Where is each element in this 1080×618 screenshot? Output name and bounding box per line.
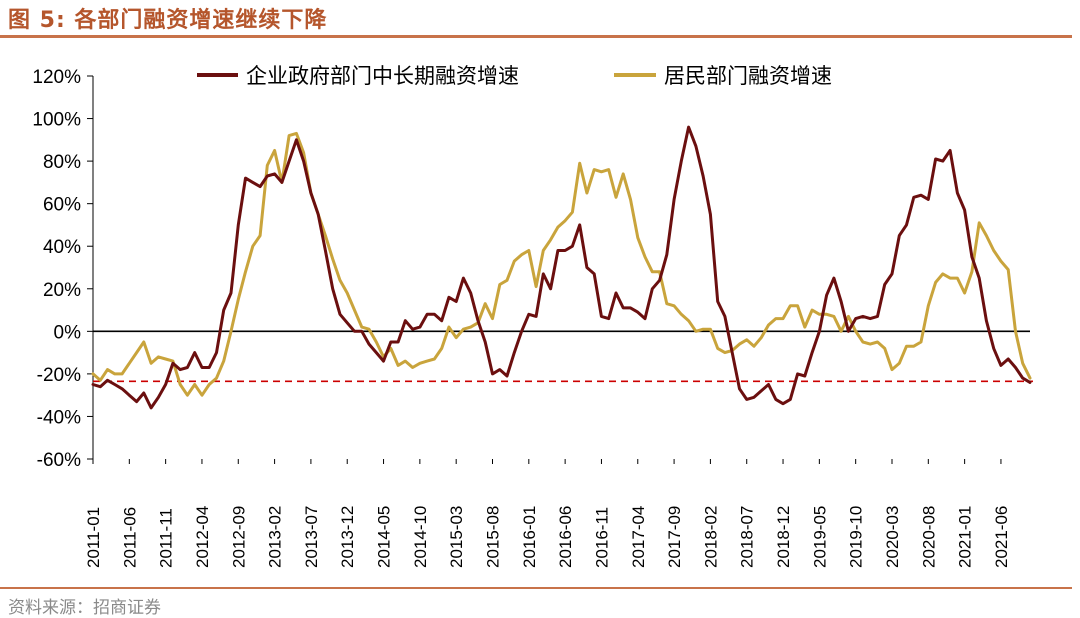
x-tick-label: 2020-03: [883, 506, 902, 568]
x-tick-label: 2016-06: [556, 506, 575, 568]
x-tick-label: 2014-05: [375, 506, 394, 568]
x-tick-label: 2021-01: [956, 506, 975, 568]
x-tick-label: 2015-08: [483, 506, 502, 568]
y-tick-label: -60%: [37, 450, 81, 471]
x-tick-label: 2011-11: [157, 508, 176, 568]
y-axis: -60% -40% -20% 0% 20% 40% 60% 80% 100% 120%: [32, 67, 94, 471]
series-line-corporate: [91, 125, 1032, 410]
x-tick-label: 2018-07: [738, 506, 757, 568]
source-note: 资料来源：招商证券: [8, 598, 161, 618]
legend-label-household: 居民部门融资增速: [664, 64, 832, 88]
x-tick-label: 2011-01: [84, 507, 103, 568]
x-tick-label: 2018-02: [701, 506, 720, 568]
x-tick-label: 2012-09: [229, 506, 248, 568]
x-tick-label: 2018-12: [774, 506, 793, 568]
y-tick-label: 60%: [43, 195, 81, 216]
y-tick-label: 0%: [54, 322, 82, 343]
y-tick-label: 20%: [43, 280, 81, 301]
x-tick-label: 2017-09: [665, 506, 684, 568]
footer-rule: [0, 587, 1072, 589]
x-tick-label: 2017-04: [629, 506, 648, 568]
x-tick-label: 2021-06: [992, 506, 1011, 568]
x-tick-label: 2014-10: [411, 506, 430, 568]
x-tick-label: 2012-04: [193, 506, 212, 568]
y-tick-label: 120%: [32, 67, 81, 88]
x-tick-label: 2013-07: [302, 506, 321, 568]
legend-label-corporate: 企业政府部门中长期融资增速: [246, 64, 519, 88]
line-chart: -60% -40% -20% 0% 20% 40% 60% 80% 100% 120% 2011-…: [32, 64, 1033, 568]
title-rule: [0, 35, 1072, 38]
x-tick-label: 2019-05: [810, 506, 829, 568]
x-tick-label: 2013-12: [338, 506, 357, 568]
y-tick-label: 100%: [32, 110, 81, 131]
y-tick-label: 80%: [43, 152, 81, 173]
x-tick-label: 2019-10: [847, 506, 866, 568]
legend: 企业政府部门中长期融资增速 居民部门融资增速: [197, 64, 832, 88]
x-axis: 2011-01 2011-06 2011-11 2012-04 2012-09 2013-…: [84, 330, 1033, 568]
x-tick-label: 2015-03: [447, 506, 466, 568]
x-tick-label: 2011-06: [120, 507, 139, 568]
x-tick-label: 2020-08: [919, 506, 938, 568]
figure-title: 图 5: 各部门融资增速继续下降: [8, 8, 328, 33]
x-tick-label: 2016-01: [520, 506, 539, 568]
series-line-household: [91, 131, 1032, 397]
x-tick-label: 2016-11: [592, 507, 611, 568]
y-tick-label: 40%: [43, 237, 81, 258]
y-tick-label: -40%: [37, 407, 81, 428]
series-lines: [91, 125, 1032, 410]
y-tick-label: -20%: [37, 365, 81, 386]
x-tick-label: 2013-02: [266, 506, 285, 568]
